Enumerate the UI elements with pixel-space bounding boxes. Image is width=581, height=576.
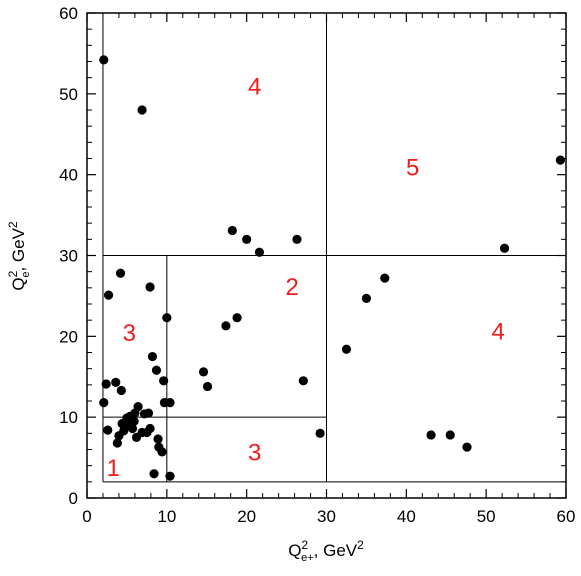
- data-point: [153, 434, 163, 444]
- data-point: [99, 398, 109, 408]
- region-lines: [102, 13, 566, 483]
- y-axis-title: Q2e, GeV2: [6, 221, 32, 291]
- data-point: [103, 290, 114, 300]
- data-point: [101, 379, 111, 389]
- x-tick-label: 10: [157, 507, 176, 526]
- data-point: [555, 155, 566, 165]
- data-point: [112, 438, 122, 448]
- data-point: [147, 351, 158, 362]
- data-point: [143, 408, 154, 418]
- data-point: [149, 469, 159, 479]
- x-tick-label: 50: [477, 507, 496, 526]
- y-tick-label: 0: [69, 489, 78, 508]
- y-tick-label: 20: [59, 327, 78, 346]
- data-point: [127, 423, 138, 434]
- x-tick-label: 30: [317, 507, 336, 526]
- data-point: [445, 430, 455, 440]
- data-point: [221, 321, 231, 331]
- y-axis-title-sub: e: [20, 272, 32, 278]
- data-point: [115, 268, 126, 278]
- x-tick-label: 20: [237, 507, 256, 526]
- y-axis-title-rest: , GeV: [9, 227, 28, 271]
- data-point: [315, 428, 325, 438]
- data-points: [99, 55, 566, 481]
- data-point: [298, 376, 308, 386]
- region-labels: 1 3 3 2 4 5 4: [107, 74, 505, 483]
- x-axis-title-rest: , GeV: [314, 541, 358, 560]
- data-point: [254, 247, 265, 257]
- data-point: [499, 243, 510, 253]
- data-point: [462, 442, 472, 452]
- x-axis: 0 10 20 30 40 50 60: [82, 13, 575, 526]
- y-tick-label: 60: [59, 4, 78, 23]
- y-tick-label: 50: [59, 85, 78, 104]
- data-point: [292, 234, 302, 244]
- region-label: 3: [248, 440, 261, 467]
- data-point: [116, 385, 126, 396]
- data-point: [145, 282, 155, 292]
- data-point: [165, 398, 175, 408]
- region-label: 4: [491, 318, 504, 345]
- y-axis-title-sup: 2: [6, 270, 20, 277]
- y-tick-label: 10: [59, 408, 78, 427]
- x-tick-label: 0: [82, 507, 91, 526]
- data-point: [242, 234, 252, 244]
- y-tick-label: 40: [59, 166, 78, 185]
- data-point: [162, 313, 172, 323]
- x-axis-title: Q2 e+, GeV2: [288, 538, 364, 564]
- data-point: [159, 376, 169, 386]
- x-tick-label: 40: [397, 507, 416, 526]
- data-point: [232, 313, 242, 323]
- region-label: 2: [285, 274, 298, 301]
- data-point: [361, 293, 372, 303]
- region-label: 5: [406, 154, 419, 181]
- y-axis-title-unit-sup: 2: [6, 221, 20, 228]
- data-point: [133, 402, 143, 412]
- data-point: [341, 344, 352, 354]
- data-point: [111, 377, 121, 388]
- data-point: [202, 381, 213, 392]
- data-point: [380, 273, 390, 283]
- data-point: [151, 365, 162, 375]
- x-tick-label: 60: [557, 507, 576, 526]
- x-axis-title-sub: e+: [301, 552, 314, 564]
- y-axis-title-base: Q: [9, 277, 28, 290]
- data-point: [137, 105, 147, 115]
- x-axis-title-sup: 2: [301, 538, 308, 552]
- data-point: [103, 425, 113, 435]
- x-axis-title-unit-sup: 2: [357, 538, 364, 552]
- region-label: 1: [107, 455, 120, 482]
- data-point: [145, 423, 155, 434]
- x-axis-title-base: Q: [288, 541, 301, 560]
- region-label: 4: [248, 74, 261, 101]
- data-point: [157, 447, 167, 457]
- data-point: [165, 471, 175, 481]
- data-point: [227, 225, 237, 236]
- data-point: [198, 367, 209, 377]
- data-point: [426, 430, 436, 440]
- data-point: [129, 416, 139, 426]
- y-tick-label: 30: [59, 247, 78, 266]
- data-point: [99, 55, 109, 65]
- region-label: 3: [123, 320, 136, 347]
